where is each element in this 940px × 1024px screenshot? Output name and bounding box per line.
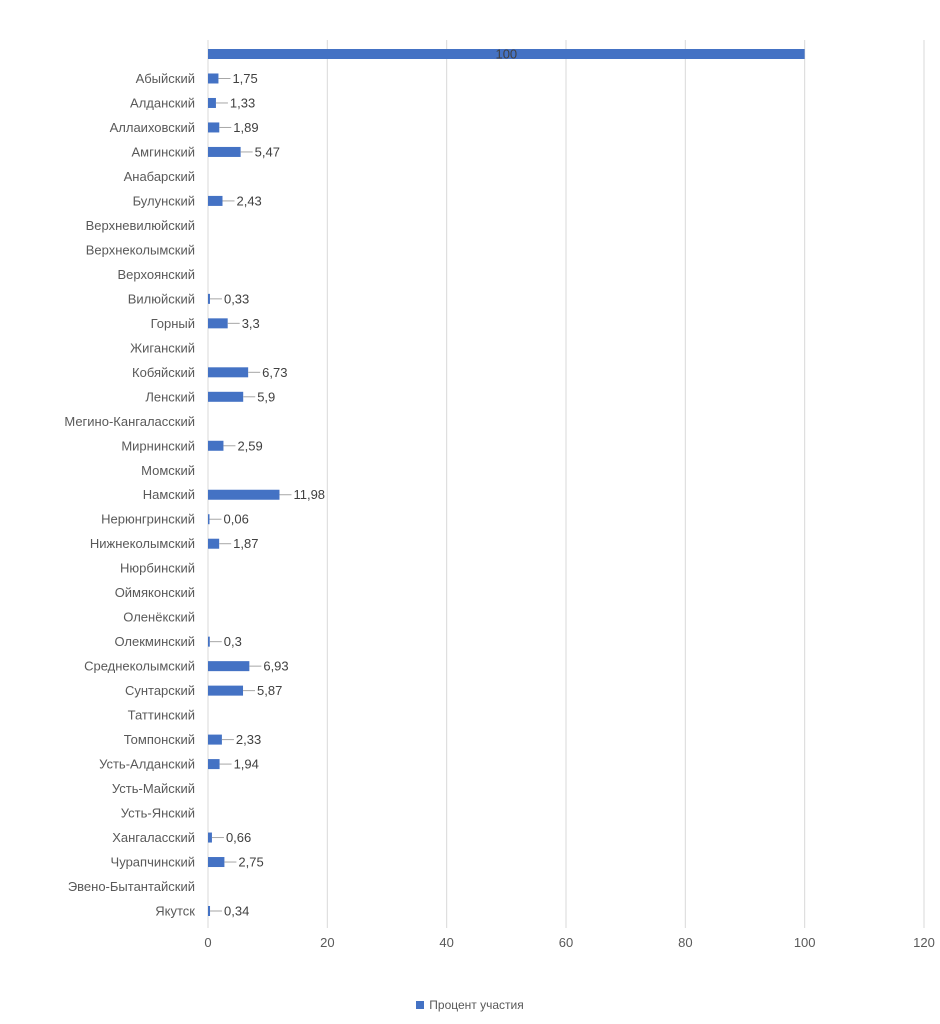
data-label: 11,98 bbox=[293, 487, 325, 502]
bar bbox=[208, 514, 210, 525]
category-label: Мегино-Кангаласский bbox=[64, 414, 195, 429]
category-label: Хангаласский bbox=[112, 830, 195, 845]
category-label: Эвено-Бытантайский bbox=[68, 879, 195, 894]
data-label: 2,59 bbox=[237, 438, 262, 453]
x-tick-label: 80 bbox=[678, 935, 692, 950]
data-label: 100 bbox=[495, 47, 517, 62]
data-label: 6,73 bbox=[262, 365, 287, 380]
category-label: Амгинский bbox=[131, 144, 195, 159]
legend-swatch bbox=[416, 1001, 425, 1009]
category-label: Мирнинский bbox=[121, 438, 195, 453]
legend-label: Процент участия bbox=[429, 998, 524, 1012]
category-label: Горный bbox=[151, 316, 195, 331]
x-tick-label: 0 bbox=[204, 935, 211, 950]
data-label: 0,66 bbox=[226, 830, 251, 845]
bar bbox=[208, 73, 219, 84]
bar bbox=[208, 391, 244, 402]
bar bbox=[208, 293, 210, 304]
bar bbox=[208, 636, 210, 647]
category-label: Кобяйский bbox=[132, 365, 195, 380]
category-label: Булунский bbox=[133, 193, 195, 208]
bar bbox=[208, 734, 222, 745]
bar bbox=[208, 759, 220, 770]
category-label: Верхнеколымский bbox=[86, 242, 195, 257]
category-label: Оймяконский bbox=[115, 585, 195, 600]
category-label: Намский bbox=[143, 487, 195, 502]
data-label: 1,94 bbox=[234, 757, 259, 772]
bar bbox=[208, 685, 244, 696]
category-label: Олекминский bbox=[114, 634, 195, 649]
category-label: Нюрбинский bbox=[120, 561, 195, 576]
bar bbox=[208, 489, 280, 500]
data-label: 0,3 bbox=[224, 634, 242, 649]
category-label: Жиганский bbox=[130, 340, 195, 355]
category-label: Анабарский bbox=[124, 169, 195, 184]
category-label: Якутск bbox=[155, 904, 195, 919]
data-label: 5,87 bbox=[257, 683, 282, 698]
bar bbox=[208, 122, 220, 133]
bar bbox=[208, 857, 225, 868]
category-label: Сунтарский bbox=[125, 683, 195, 698]
category-label: Нижнеколымский bbox=[90, 536, 195, 551]
data-label: 2,33 bbox=[236, 732, 261, 747]
data-label: 0,34 bbox=[224, 904, 249, 919]
bar bbox=[208, 97, 216, 108]
category-label: Нерюнгринский bbox=[101, 512, 195, 527]
category-label: Алданский bbox=[130, 95, 195, 110]
data-label: 2,75 bbox=[238, 855, 263, 870]
category-label: Момский bbox=[141, 463, 195, 478]
bar bbox=[208, 661, 250, 672]
bar bbox=[208, 906, 211, 916]
legend: Процент участия bbox=[0, 998, 940, 1012]
data-label: 0,33 bbox=[224, 291, 249, 306]
bar bbox=[208, 367, 249, 378]
category-label: Ленский bbox=[145, 389, 195, 404]
data-label: 1,75 bbox=[232, 71, 257, 86]
category-label: Томпонский bbox=[124, 732, 195, 747]
category-label: Таттинский bbox=[128, 708, 195, 723]
x-tick-label: 120 bbox=[913, 935, 935, 950]
category-label: Чурапчинский bbox=[111, 855, 195, 870]
x-tick-label: 40 bbox=[439, 935, 453, 950]
category-label: Усть-Майский bbox=[112, 781, 195, 796]
data-label: 6,93 bbox=[263, 659, 288, 674]
bar bbox=[208, 318, 228, 329]
data-label: 1,89 bbox=[233, 120, 258, 135]
category-label: Усть-Алданский bbox=[99, 757, 195, 772]
data-label: 3,3 bbox=[242, 316, 260, 331]
category-label: Среднеколымский bbox=[84, 659, 195, 674]
bar bbox=[208, 440, 224, 451]
bar bbox=[208, 832, 212, 843]
x-tick-label: 60 bbox=[559, 935, 573, 950]
bar bbox=[208, 49, 805, 59]
bar bbox=[208, 195, 223, 206]
x-tick-label: 100 bbox=[794, 935, 816, 950]
data-label: 1,87 bbox=[233, 536, 258, 551]
x-tick-label: 20 bbox=[320, 935, 334, 950]
category-label: Усть-Янский bbox=[121, 806, 195, 821]
data-label: 5,47 bbox=[255, 144, 280, 159]
data-label: 5,9 bbox=[257, 389, 275, 404]
category-label: Оленёкский bbox=[123, 610, 195, 625]
category-label: Вилюйский bbox=[128, 291, 195, 306]
bar bbox=[208, 538, 220, 549]
category-label: Верхоянский bbox=[118, 267, 196, 282]
category-label: Верхневилюйский bbox=[86, 218, 195, 233]
category-label: Абыйский bbox=[136, 71, 195, 86]
data-label: 1,33 bbox=[230, 95, 255, 110]
data-label: 2,43 bbox=[236, 193, 261, 208]
category-label: Аллаиховский bbox=[110, 120, 195, 135]
bar bbox=[208, 146, 241, 157]
data-label: 0,06 bbox=[224, 512, 249, 527]
